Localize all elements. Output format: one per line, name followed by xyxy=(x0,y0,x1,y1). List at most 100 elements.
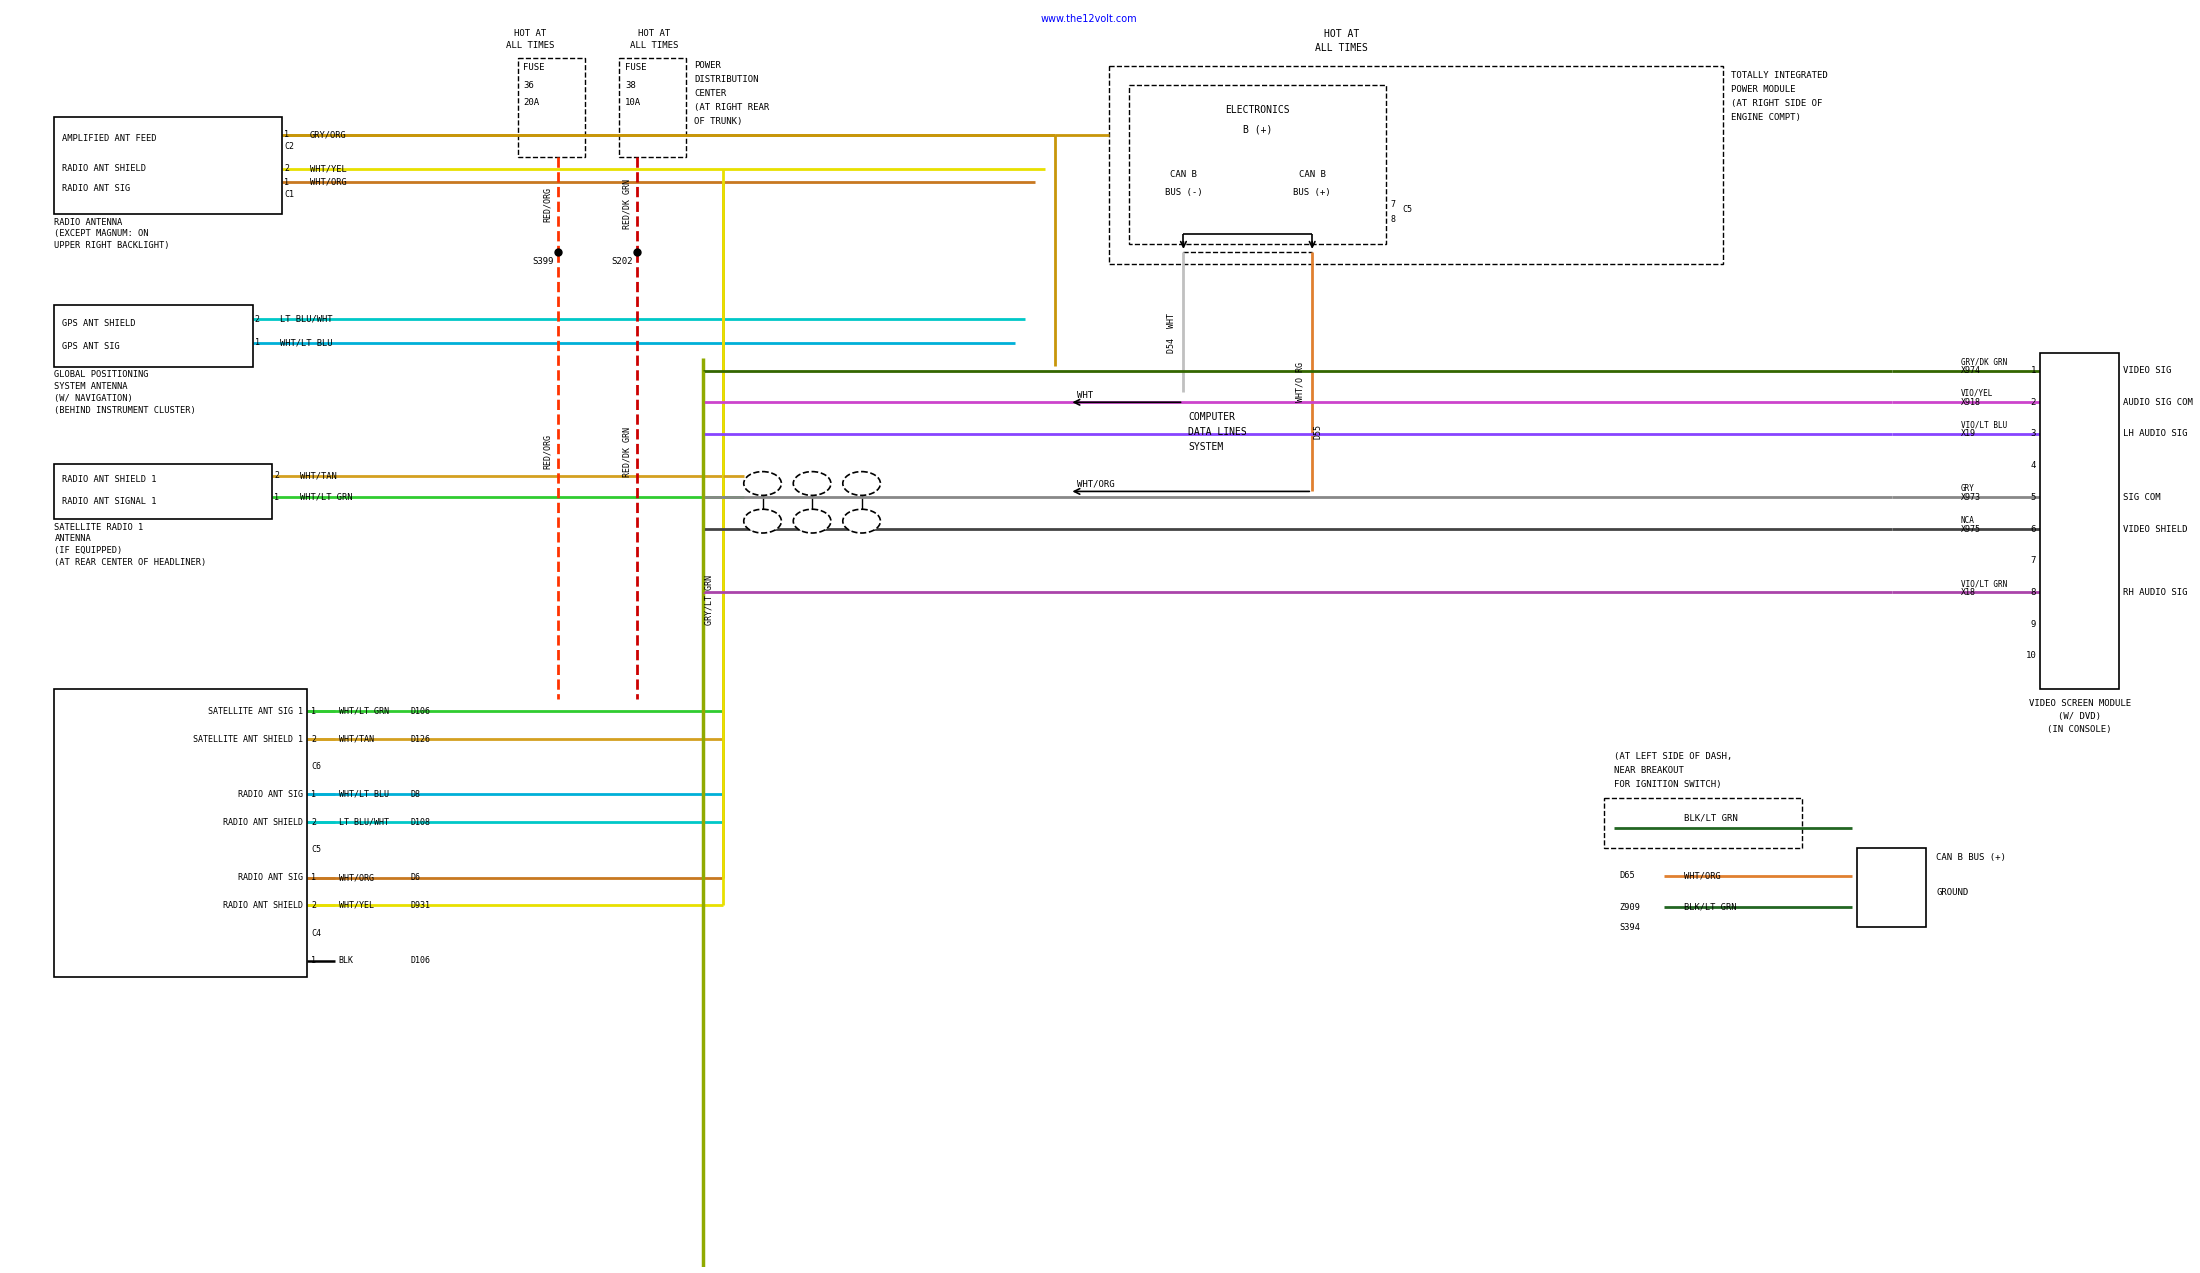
Text: WHT/LT BLU: WHT/LT BLU xyxy=(339,791,389,799)
Text: 1: 1 xyxy=(255,339,260,348)
Text: (EXCEPT MAGNUM: ON: (EXCEPT MAGNUM: ON xyxy=(55,229,150,238)
Text: C2: C2 xyxy=(284,143,295,151)
Text: C6: C6 xyxy=(310,763,321,771)
Text: FUSE: FUSE xyxy=(625,64,647,73)
Text: TOTALLY INTEGRATED: TOTALLY INTEGRATED xyxy=(1731,71,1828,80)
Text: WHT/TAN: WHT/TAN xyxy=(299,471,337,480)
Text: GRY/DK GRN: GRY/DK GRN xyxy=(1960,358,2006,367)
Text: 20A: 20A xyxy=(524,98,539,107)
Text: VIDEO SCREEN MODULE: VIDEO SCREEN MODULE xyxy=(2028,699,2132,708)
Text: D126: D126 xyxy=(411,735,431,743)
Text: ALL TIMES: ALL TIMES xyxy=(506,41,554,50)
Text: LT BLU/WHT: LT BLU/WHT xyxy=(279,314,332,323)
Bar xyxy=(1857,848,1927,927)
Text: ENGINE COMPT): ENGINE COMPT) xyxy=(1731,112,1802,121)
Ellipse shape xyxy=(794,471,832,495)
Text: RADIO ANT SIG: RADIO ANT SIG xyxy=(238,791,304,799)
Text: D931: D931 xyxy=(411,901,431,910)
Text: 1: 1 xyxy=(310,873,317,882)
Text: VIO/LT GRN: VIO/LT GRN xyxy=(1960,579,2006,588)
Text: 2: 2 xyxy=(2031,397,2037,407)
Text: WHT/O RG: WHT/O RG xyxy=(1296,363,1305,402)
Text: RED/DK GRN: RED/DK GRN xyxy=(623,426,631,477)
Text: 6: 6 xyxy=(2031,524,2037,533)
Text: D108: D108 xyxy=(411,817,431,826)
Text: 2: 2 xyxy=(255,314,260,323)
Text: VIDEO SIG: VIDEO SIG xyxy=(2123,367,2171,376)
Text: RADIO ANTENNA: RADIO ANTENNA xyxy=(55,218,123,227)
Text: AUDIO SIG COM: AUDIO SIG COM xyxy=(2123,397,2193,407)
Bar xyxy=(55,117,282,214)
Text: (W/ NAVIGATION): (W/ NAVIGATION) xyxy=(55,393,134,402)
Text: CAN B: CAN B xyxy=(1298,171,1327,179)
Text: D65: D65 xyxy=(1619,871,1635,880)
Text: RADIO ANT SHIELD: RADIO ANT SHIELD xyxy=(62,164,147,173)
Text: C5: C5 xyxy=(1401,205,1412,214)
Text: D54  WHT: D54 WHT xyxy=(1166,313,1177,353)
Bar xyxy=(1109,66,1723,264)
Text: D106: D106 xyxy=(411,956,431,965)
Text: COMPUTER: COMPUTER xyxy=(1188,412,1236,423)
Text: VIO/LT BLU: VIO/LT BLU xyxy=(1960,420,2006,429)
Ellipse shape xyxy=(744,509,781,533)
Text: VIDEO SHIELD: VIDEO SHIELD xyxy=(2123,524,2187,533)
Text: SATELLITE RADIO 1: SATELLITE RADIO 1 xyxy=(55,523,143,532)
Text: WHT/ORG: WHT/ORG xyxy=(310,178,348,187)
Text: 38: 38 xyxy=(625,81,636,90)
Text: RADIO ANT SHIELD: RADIO ANT SHIELD xyxy=(222,901,304,910)
Text: 1: 1 xyxy=(310,707,317,715)
Text: 7: 7 xyxy=(2031,556,2037,565)
Text: FOR IGNITION SWITCH): FOR IGNITION SWITCH) xyxy=(1615,780,1723,789)
Text: BUS (-): BUS (-) xyxy=(1164,188,1201,197)
Text: (AT LEFT SIDE OF DASH,: (AT LEFT SIDE OF DASH, xyxy=(1615,752,1734,761)
Text: C1: C1 xyxy=(284,190,295,199)
Text: HOT AT: HOT AT xyxy=(1324,29,1360,39)
Text: 2: 2 xyxy=(275,471,279,480)
Text: D106: D106 xyxy=(411,707,431,715)
Text: BLK/LT GRN: BLK/LT GRN xyxy=(1683,903,1736,911)
Text: NCA: NCA xyxy=(1960,516,1976,524)
Ellipse shape xyxy=(744,471,781,495)
Text: GLOBAL POSITIONING: GLOBAL POSITIONING xyxy=(55,370,150,379)
Text: 9: 9 xyxy=(2031,620,2037,629)
Text: RADIO ANT SIG: RADIO ANT SIG xyxy=(238,873,304,882)
Text: POWER MODULE: POWER MODULE xyxy=(1731,85,1795,94)
Ellipse shape xyxy=(843,471,880,495)
Text: 2: 2 xyxy=(310,817,317,826)
Text: (BEHIND INSTRUMENT CLUSTER): (BEHIND INSTRUMENT CLUSTER) xyxy=(55,406,196,415)
Text: 1: 1 xyxy=(275,493,279,502)
Text: LH AUDIO SIG: LH AUDIO SIG xyxy=(2123,429,2187,438)
Text: DATA LINES: DATA LINES xyxy=(1188,426,1247,437)
Text: 8: 8 xyxy=(1390,215,1395,224)
Text: POWER: POWER xyxy=(695,61,722,70)
Text: HOT AT: HOT AT xyxy=(515,29,546,38)
Text: 2: 2 xyxy=(310,901,317,910)
Text: WHT/YEL: WHT/YEL xyxy=(310,164,348,173)
Text: ELECTRONICS: ELECTRONICS xyxy=(1225,106,1289,115)
Text: 10A: 10A xyxy=(625,98,640,107)
Text: GRY/LT GRN: GRY/LT GRN xyxy=(704,575,713,625)
Text: www.the12volt.com: www.the12volt.com xyxy=(1041,14,1137,24)
Text: (AT RIGHT SIDE OF: (AT RIGHT SIDE OF xyxy=(1731,99,1822,108)
Text: GPS ANT SHIELD: GPS ANT SHIELD xyxy=(62,318,136,327)
Text: DISTRIBUTION: DISTRIBUTION xyxy=(695,75,759,84)
Text: 1: 1 xyxy=(310,791,317,799)
Bar xyxy=(517,57,585,157)
Text: X18: X18 xyxy=(1960,588,1976,597)
Text: SYSTEM: SYSTEM xyxy=(1188,442,1223,452)
Text: SYSTEM ANTENNA: SYSTEM ANTENNA xyxy=(55,382,128,391)
Text: WHT/LT GRN: WHT/LT GRN xyxy=(299,493,352,502)
Text: C4: C4 xyxy=(310,928,321,938)
Text: SATELLITE ANT SHIELD 1: SATELLITE ANT SHIELD 1 xyxy=(194,735,304,743)
Bar xyxy=(1604,798,1802,848)
Text: RED/DK GRN: RED/DK GRN xyxy=(623,179,631,229)
Text: WHT/TAN: WHT/TAN xyxy=(339,735,374,743)
Text: GPS ANT SIG: GPS ANT SIG xyxy=(62,342,121,351)
Text: 10: 10 xyxy=(2026,652,2037,661)
Text: Z909: Z909 xyxy=(1619,903,1641,911)
Text: SIG COM: SIG COM xyxy=(2123,493,2160,502)
Text: 7: 7 xyxy=(1390,200,1395,209)
Text: 2: 2 xyxy=(284,164,288,173)
Text: GRY: GRY xyxy=(1960,484,1976,493)
Text: ANTENNA: ANTENNA xyxy=(55,535,90,544)
